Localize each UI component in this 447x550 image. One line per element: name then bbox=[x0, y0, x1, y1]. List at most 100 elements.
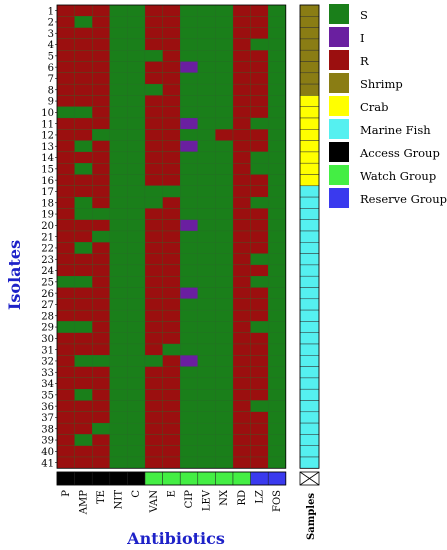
heatmap-cell bbox=[74, 4, 93, 17]
heatmap-cell bbox=[127, 174, 146, 186]
heatmap-cell bbox=[109, 287, 128, 299]
heatmap-cell bbox=[180, 174, 198, 186]
heatmap-cell bbox=[197, 27, 216, 40]
heatmap-cell bbox=[268, 16, 286, 28]
heatmap-cell bbox=[162, 27, 181, 40]
sample-cell bbox=[299, 321, 320, 333]
heatmap-cell bbox=[144, 400, 163, 412]
heatmap-cell bbox=[74, 38, 93, 51]
heatmap-cell bbox=[232, 163, 251, 175]
heatmap-cell bbox=[144, 208, 163, 220]
heatmap-cell bbox=[215, 117, 234, 130]
heatmap-cell bbox=[56, 219, 75, 232]
heatmap-cell bbox=[197, 298, 216, 311]
heatmap-cell bbox=[127, 264, 146, 277]
heatmap-cell bbox=[250, 445, 269, 458]
group-cell bbox=[250, 471, 269, 486]
heatmap-cell bbox=[162, 456, 181, 469]
heatmap-cell bbox=[268, 61, 286, 73]
heatmap-cell bbox=[162, 411, 181, 424]
heatmap-cell bbox=[56, 16, 75, 28]
heatmap-cell bbox=[215, 16, 234, 28]
heatmap-cell bbox=[250, 106, 269, 119]
heatmap-cell bbox=[197, 129, 216, 141]
sample-cell bbox=[299, 117, 320, 130]
heatmap-cell bbox=[268, 366, 286, 379]
heatmap-cell bbox=[250, 253, 269, 266]
heatmap-cell bbox=[56, 61, 75, 73]
isolate-label: 19 bbox=[41, 210, 54, 221]
heatmap-cell bbox=[232, 377, 251, 390]
heatmap-cell bbox=[268, 309, 286, 322]
heatmap-cell bbox=[197, 106, 216, 119]
heatmap-cell bbox=[197, 163, 216, 175]
heatmap-cell bbox=[74, 106, 93, 119]
heatmap-cell bbox=[144, 219, 163, 232]
heatmap-cell bbox=[162, 140, 181, 153]
heatmap-cell bbox=[92, 411, 110, 424]
heatmap-cell bbox=[268, 242, 286, 254]
heatmap-cell bbox=[232, 309, 251, 322]
heatmap-cell bbox=[144, 377, 163, 390]
heatmap-cell bbox=[74, 434, 93, 446]
antibiotic-label: E bbox=[166, 490, 177, 497]
heatmap-cell bbox=[144, 174, 163, 186]
heatmap-cell bbox=[197, 343, 216, 356]
heatmap-cell bbox=[162, 242, 181, 254]
heatmap-cell bbox=[162, 219, 181, 232]
sample-cell bbox=[299, 95, 320, 107]
heatmap-cell bbox=[74, 287, 93, 299]
heatmap-cell bbox=[109, 332, 128, 345]
heatmap-cell bbox=[215, 163, 234, 175]
heatmap-cell bbox=[268, 287, 286, 299]
heatmap-cell bbox=[92, 400, 110, 412]
heatmap-cell bbox=[74, 219, 93, 232]
sample-cell bbox=[299, 275, 320, 288]
heatmap-cell bbox=[162, 343, 181, 356]
heatmap-cell bbox=[180, 287, 198, 299]
heatmap-cell bbox=[144, 16, 163, 28]
heatmap-cell bbox=[250, 242, 269, 254]
heatmap-cell bbox=[197, 377, 216, 390]
heatmap-cell bbox=[56, 208, 75, 220]
heatmap-cell bbox=[56, 389, 75, 401]
heatmap-cell bbox=[197, 276, 216, 288]
heatmap-cell bbox=[74, 422, 93, 435]
heatmap-cell bbox=[162, 264, 181, 277]
heatmap-cell bbox=[92, 366, 110, 379]
heatmap-cell bbox=[215, 321, 234, 333]
isolate-label: 22 bbox=[41, 244, 54, 255]
heatmap-cell bbox=[74, 208, 93, 220]
heatmap-cell bbox=[144, 61, 163, 73]
heatmap-cell bbox=[180, 276, 198, 288]
heatmap-cell bbox=[232, 287, 251, 299]
heatmap-cell bbox=[250, 219, 269, 232]
heatmap-cell bbox=[162, 355, 181, 367]
heatmap-cell bbox=[56, 309, 75, 322]
legend-swatch bbox=[329, 165, 349, 185]
heatmap-cell bbox=[215, 400, 234, 412]
heatmap-cell bbox=[215, 434, 234, 446]
heatmap-cell bbox=[180, 332, 198, 345]
heatmap-cell bbox=[215, 287, 234, 299]
heatmap-cell bbox=[215, 253, 234, 266]
heatmap-cell bbox=[180, 230, 198, 243]
antibiotic-label: RD bbox=[237, 490, 248, 506]
heatmap-cell bbox=[180, 196, 198, 209]
sample-cell bbox=[299, 61, 320, 74]
heatmap-cell bbox=[232, 422, 251, 435]
heatmap-cell bbox=[109, 276, 128, 288]
heatmap-cell bbox=[92, 27, 110, 40]
heatmap-cell bbox=[144, 185, 163, 198]
heatmap-cell bbox=[144, 445, 163, 458]
heatmap-cell bbox=[56, 456, 75, 469]
heatmap-cell bbox=[74, 230, 93, 243]
antibiotic-label: AMP bbox=[78, 490, 89, 515]
heatmap-cell bbox=[74, 129, 93, 141]
heatmap-cell bbox=[144, 253, 163, 266]
group-cell bbox=[215, 471, 234, 486]
heatmap-cell bbox=[232, 117, 251, 130]
sample-cell bbox=[299, 196, 320, 209]
heatmap-cell bbox=[250, 163, 269, 175]
